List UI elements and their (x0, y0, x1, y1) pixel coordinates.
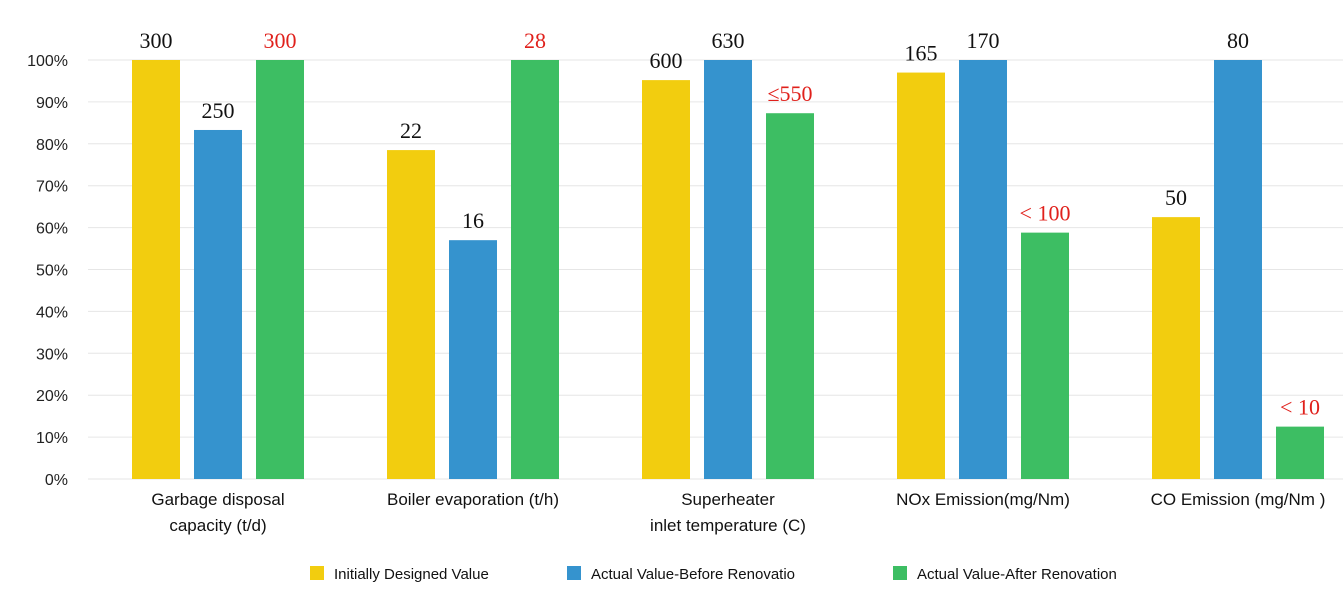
data-label: 22 (400, 118, 422, 143)
y-tick-label: 0% (45, 472, 68, 489)
bar (256, 60, 304, 479)
category-label: Garbage disposal (151, 490, 284, 509)
data-label: 630 (712, 28, 745, 53)
data-label: < 10 (1280, 395, 1320, 420)
bar (1152, 217, 1200, 479)
data-label: 300 (140, 28, 173, 53)
bar (387, 150, 435, 479)
bar (132, 60, 180, 479)
y-tick-label: 60% (36, 221, 68, 238)
data-label: ≤550 (767, 81, 812, 106)
data-label: 250 (202, 98, 235, 123)
data-label: 16 (462, 208, 484, 233)
category-label: Superheater (681, 490, 775, 509)
legend-label: Initially Designed Value (334, 566, 489, 583)
data-label: 80 (1227, 28, 1249, 53)
legend: Initially Designed Value Actual Value-Bef… (310, 566, 1117, 583)
y-tick-label: 40% (36, 304, 68, 321)
y-tick-label: 90% (36, 95, 68, 112)
bar (1214, 60, 1262, 479)
y-tick-label: 10% (36, 430, 68, 447)
y-tick-label: 50% (36, 263, 68, 280)
data-label: 165 (905, 41, 938, 66)
legend-swatch (310, 566, 324, 580)
bar (897, 72, 945, 479)
bar (194, 129, 242, 479)
x-axis-categories: Garbage disposal capacity (t/d) Boiler eva… (151, 490, 1325, 535)
data-label: < 100 (1020, 201, 1071, 226)
y-axis-ticks: 0% 10% 20% 30% 40% 50% 60% 70% 80% 90% 100% (27, 53, 68, 489)
legend-swatch (567, 566, 581, 580)
data-label: 300 (264, 28, 297, 53)
category-label: Boiler evaporation (t/h) (387, 490, 559, 509)
legend-swatch (893, 566, 907, 580)
bar (704, 60, 752, 479)
category-label: inlet temperature (C) (650, 516, 806, 535)
legend-label: Actual Value-Before Renovatio (591, 566, 795, 583)
data-label: 50 (1165, 185, 1187, 210)
y-tick-label: 100% (27, 53, 68, 70)
data-label: 600 (650, 48, 683, 73)
legend-label: Actual Value-After Renovation (917, 566, 1117, 583)
y-tick-label: 30% (36, 346, 68, 363)
data-label: 28 (524, 28, 546, 53)
data-labels: 300 22 600 165 50 250 16 630 170 80 300 28 ≤550 < 100… (140, 28, 1320, 420)
bar (642, 80, 690, 479)
y-tick-label: 70% (36, 179, 68, 196)
bar (959, 60, 1007, 479)
category-label: CO Emission (mg/Nm ) (1151, 490, 1326, 509)
data-label: 170 (967, 28, 1000, 53)
bars (132, 60, 1324, 479)
y-tick-label: 20% (36, 388, 68, 405)
y-tick-label: 80% (36, 137, 68, 154)
bar (1276, 426, 1324, 479)
bar (766, 113, 814, 479)
bar (511, 60, 559, 479)
category-label: NOx Emission(mg/Nm) (896, 490, 1070, 509)
bar (449, 240, 497, 479)
bar (1021, 232, 1069, 479)
category-label: capacity (t/d) (169, 516, 266, 535)
